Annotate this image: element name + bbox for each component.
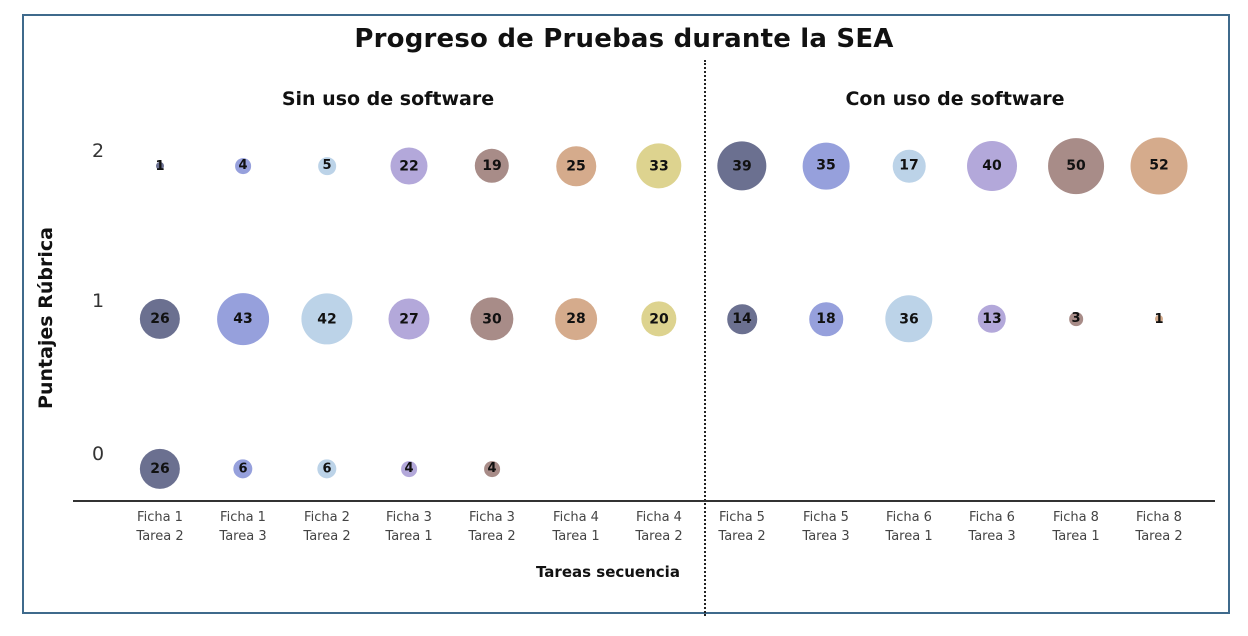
bubble-data-point: 36 bbox=[885, 295, 933, 343]
bubble-data-point: 50 bbox=[1048, 138, 1104, 194]
x-category-label: Ficha 1 Tarea 2 bbox=[136, 510, 184, 544]
x-category-label: Ficha 4 Tarea 1 bbox=[552, 510, 600, 544]
x-category-label: Ficha 5 Tarea 2 bbox=[718, 510, 766, 544]
bubble-data-point: 33 bbox=[636, 143, 682, 189]
bubble-data-point: 1 bbox=[155, 158, 165, 174]
bubble-data-point: 40 bbox=[967, 141, 1017, 191]
section-divider bbox=[704, 60, 706, 616]
x-category-label: Ficha 4 Tarea 2 bbox=[635, 510, 683, 544]
bubble-data-point: 30 bbox=[470, 297, 514, 341]
x-category-label: Ficha 8 Tarea 2 bbox=[1135, 510, 1183, 544]
bubble-data-point: 43 bbox=[217, 293, 269, 345]
bubble-data-point: 35 bbox=[802, 142, 850, 190]
section-label-con-software: Con uso de software bbox=[845, 88, 1065, 110]
bubble-data-point: 14 bbox=[727, 304, 757, 334]
bubble-data-point: 25 bbox=[556, 146, 596, 186]
bubble-data-point: 18 bbox=[809, 302, 843, 336]
chart-title: Progreso de Pruebas durante la SEA bbox=[354, 24, 894, 54]
x-category-label: Ficha 6 Tarea 3 bbox=[968, 510, 1016, 544]
bubble-data-point: 4 bbox=[401, 461, 417, 477]
y-tick-2: 2 bbox=[92, 140, 105, 162]
bubble-data-point: 27 bbox=[388, 298, 430, 340]
bubble-data-point: 19 bbox=[474, 148, 510, 184]
bubble-data-point: 5 bbox=[318, 157, 336, 175]
bubble-data-point: 4 bbox=[235, 158, 251, 174]
bubble-data-point: 17 bbox=[892, 149, 926, 183]
x-category-label: Ficha 6 Tarea 1 bbox=[885, 510, 933, 544]
bubble-data-point: 20 bbox=[641, 301, 677, 337]
x-category-label: Ficha 8 Tarea 1 bbox=[1052, 510, 1100, 544]
section-label-sin-software: Sin uso de software bbox=[281, 88, 495, 110]
bubble-data-point: 26 bbox=[139, 298, 181, 340]
x-axis-label: Tareas secuencia bbox=[536, 563, 680, 581]
x-category-label: Ficha 3 Tarea 1 bbox=[385, 510, 433, 544]
x-category-label: Ficha 3 Tarea 2 bbox=[468, 510, 516, 544]
x-category-label: Ficha 2 Tarea 2 bbox=[303, 510, 351, 544]
bubble-data-point: 4 bbox=[484, 461, 500, 477]
bubble-data-point: 52 bbox=[1130, 137, 1188, 195]
y-tick-1: 1 bbox=[92, 290, 105, 312]
bubble-data-point: 42 bbox=[301, 293, 353, 345]
x-category-label: Ficha 1 Tarea 3 bbox=[219, 510, 267, 544]
bubble-data-point: 39 bbox=[717, 141, 767, 191]
bubble-data-point: 6 bbox=[233, 459, 253, 479]
bubble-data-point: 13 bbox=[977, 304, 1007, 334]
bubble-data-point: 1 bbox=[1154, 311, 1164, 327]
y-tick-0: 0 bbox=[92, 443, 105, 465]
bubble-data-point: 28 bbox=[555, 298, 597, 340]
bubble-data-point: 6 bbox=[317, 459, 337, 479]
bubble-data-point: 3 bbox=[1069, 312, 1083, 327]
y-axis-label: Puntajes Rúbrica bbox=[35, 227, 57, 409]
bubble-data-point: 26 bbox=[139, 448, 181, 490]
x-category-label: Ficha 5 Tarea 3 bbox=[802, 510, 850, 544]
bubble-data-point: 22 bbox=[390, 147, 428, 185]
x-axis-line bbox=[73, 500, 1215, 502]
